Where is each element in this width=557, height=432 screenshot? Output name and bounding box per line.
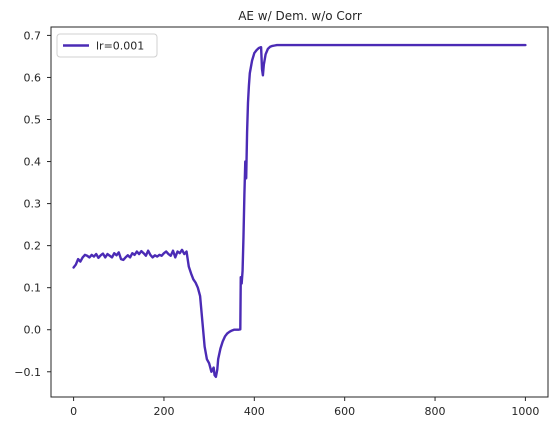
y-tick-label: 0.3 xyxy=(24,198,42,211)
series-line-0 xyxy=(72,43,527,379)
x-tick-label: 400 xyxy=(244,405,265,418)
x-tick-label: 600 xyxy=(334,405,355,418)
y-tick-label: 0.6 xyxy=(24,71,42,84)
y-tick-label: 0.5 xyxy=(24,114,42,127)
y-tick-label: −0.1 xyxy=(14,366,41,379)
legend-label: lr=0.001 xyxy=(96,40,144,53)
x-tick-label: 0 xyxy=(70,405,77,418)
legend: lr=0.001 xyxy=(56,33,158,58)
legend-box xyxy=(56,33,158,58)
x-tick-label: 800 xyxy=(425,405,446,418)
y-tick-label: 0.4 xyxy=(24,156,42,169)
chart-title: AE w/ Dem. w/o Corr xyxy=(238,9,362,23)
y-tick-label: 0.1 xyxy=(24,282,42,295)
x-tick-label: 200 xyxy=(153,405,174,418)
x-axis-ticks: 0 200 400 600 800 1000 xyxy=(70,397,539,418)
y-axis-ticks: −0.1 0.0 0.1 0.2 0.3 0.4 0.5 0.6 0.7 xyxy=(14,29,51,379)
x-tick-label: 1000 xyxy=(511,405,539,418)
y-tick-label: 0.2 xyxy=(24,240,42,253)
y-tick-label: 0.7 xyxy=(24,29,42,42)
plot-frame xyxy=(50,26,549,398)
y-tick-label: 0.0 xyxy=(24,324,42,337)
series-layer xyxy=(72,43,527,379)
